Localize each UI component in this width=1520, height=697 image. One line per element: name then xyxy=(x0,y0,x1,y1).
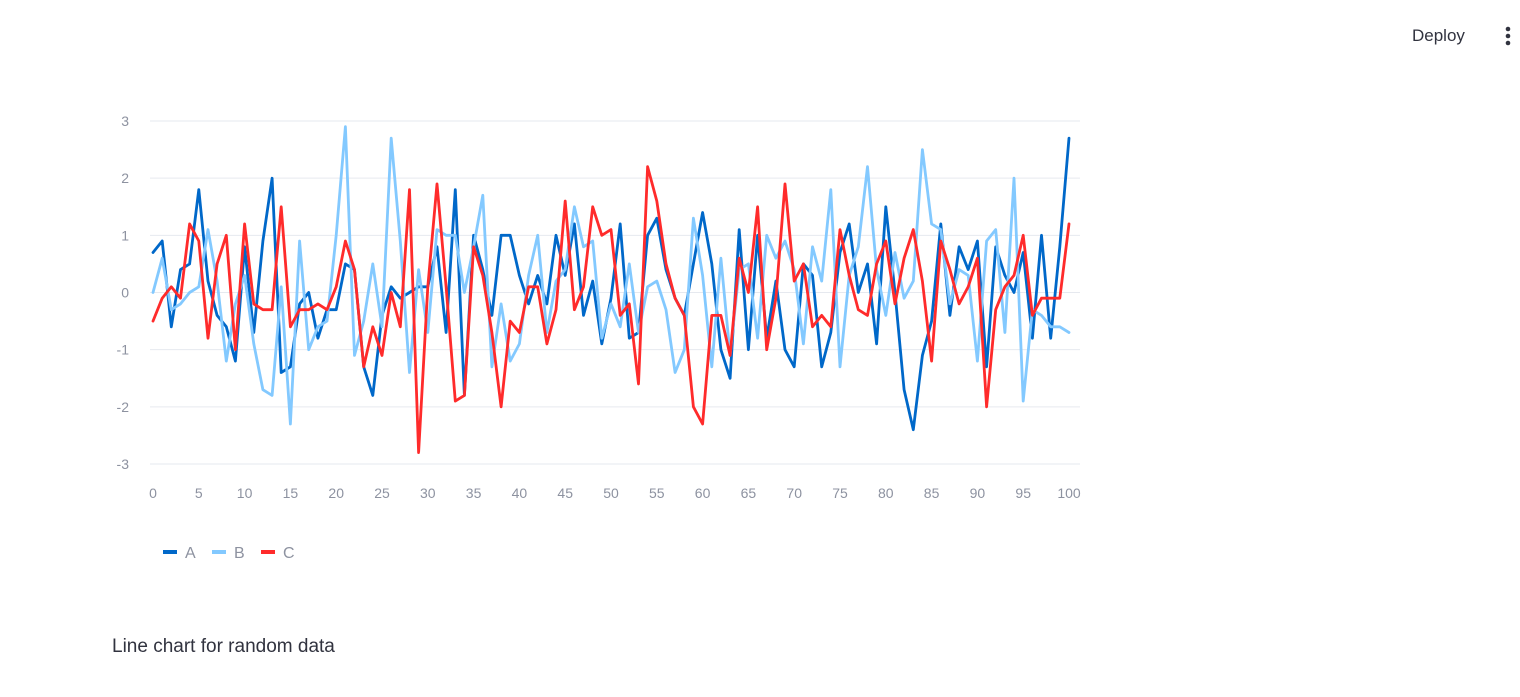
x-tick-label: 30 xyxy=(420,485,436,501)
y-tick-label: -3 xyxy=(117,456,130,472)
x-tick-label: 5 xyxy=(195,485,203,501)
x-tick-label: 15 xyxy=(283,485,299,501)
x-tick-label: 65 xyxy=(741,485,757,501)
x-tick-label: 45 xyxy=(557,485,573,501)
series-line-a xyxy=(151,136,1071,432)
x-tick-label: 75 xyxy=(832,485,848,501)
x-tick-label: 60 xyxy=(695,485,711,501)
x-tick-label: 0 xyxy=(149,485,157,501)
vertical-ellipsis-icon xyxy=(1505,26,1511,46)
x-tick-label: 85 xyxy=(924,485,940,501)
y-tick-label: 3 xyxy=(121,113,129,129)
x-tick-label: 95 xyxy=(1015,485,1031,501)
x-tick-label: 70 xyxy=(786,485,802,501)
x-tick-label: 40 xyxy=(512,485,528,501)
legend-item-c[interactable]: C xyxy=(283,545,295,562)
x-tick-label: 55 xyxy=(649,485,665,501)
y-axis: -3 -2 -1 0 1 2 3 xyxy=(117,113,130,472)
series-line-c xyxy=(151,165,1071,455)
y-tick-label: -2 xyxy=(117,399,130,415)
y-tick-label: 2 xyxy=(121,170,129,186)
y-tick-label: -1 xyxy=(117,342,130,358)
x-axis: 0 5 10 15 20 25 30 35 40 45 50 55 60 65 70 75 80 85 90 95 10… xyxy=(149,485,1081,501)
x-tick-label: 80 xyxy=(878,485,894,501)
y-tick-label: 1 xyxy=(121,227,129,243)
x-tick-label: 10 xyxy=(237,485,253,501)
x-tick-label: 90 xyxy=(970,485,986,501)
chart-series xyxy=(151,125,1071,455)
legend-item-a[interactable]: A xyxy=(185,545,196,562)
chart-legend[interactable]: A B C xyxy=(163,545,295,562)
chart-caption: Line chart for random data xyxy=(112,636,335,657)
x-tick-label: 50 xyxy=(603,485,619,501)
x-tick-label: 100 xyxy=(1057,485,1081,501)
y-tick-label: 0 xyxy=(121,285,129,301)
x-tick-label: 20 xyxy=(328,485,344,501)
line-chart-svg[interactable]: -3 -2 -1 0 1 2 3 0 5 10 15 20 25 30 35 40 45 50 55 60 65 70 7… xyxy=(100,100,1100,580)
series-line-b xyxy=(151,125,1071,426)
legend-item-b[interactable]: B xyxy=(234,545,245,562)
x-tick-label: 35 xyxy=(466,485,482,501)
x-tick-label: 25 xyxy=(374,485,390,501)
app-header: Deploy xyxy=(0,0,1520,72)
main-menu-button[interactable] xyxy=(1494,20,1520,52)
deploy-button[interactable]: Deploy xyxy=(1398,20,1479,52)
line-chart[interactable]: -3 -2 -1 0 1 2 3 0 5 10 15 20 25 30 35 40 45 50 55 60 65 70 7… xyxy=(100,100,1100,580)
